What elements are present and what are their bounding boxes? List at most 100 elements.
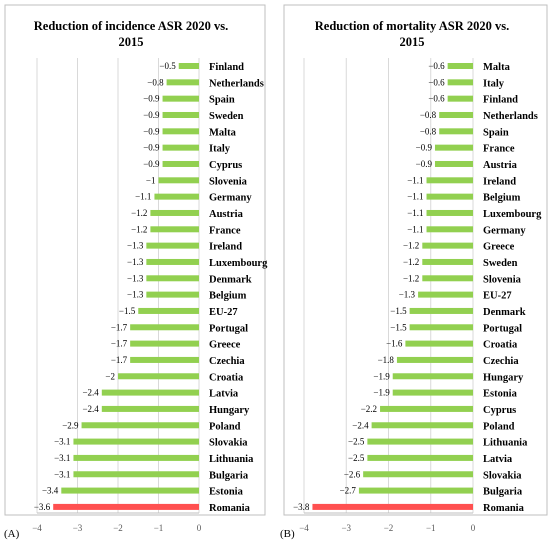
bar-france [434,144,473,151]
bar-hungary [101,405,199,412]
x-tick-label: −4 [299,523,309,533]
data-label: −1.2 [403,241,419,251]
bar-germany [426,226,473,233]
data-label: −1.1 [407,224,423,234]
data-label: −1.5 [390,306,407,316]
category-label: Austria [209,209,244,220]
category-label: Czechia [209,356,245,367]
data-label: −2 [105,371,115,381]
category-label: Romania [209,503,251,514]
data-label: −0.8 [420,110,437,120]
bar-luxembourg [146,258,199,265]
category-label: Slovakia [483,470,522,481]
bar-lithuania [367,438,473,445]
chart-title-line: 2015 [400,35,425,49]
bar-sweden [422,258,473,265]
bar-netherlands [439,111,473,118]
bar-belgium [146,291,199,298]
category-label: Cyprus [209,160,242,171]
data-label: −2.2 [361,404,377,414]
bar-malta [162,128,199,135]
data-label: −1.7 [111,339,128,349]
data-label: −1.1 [407,208,423,218]
bar-czechia [130,356,199,363]
bar-estonia [61,487,199,494]
x-tick-label: −3 [73,523,83,533]
bar-spain [162,95,199,102]
category-label: Luxembourg [483,209,542,220]
data-label: −1.5 [119,306,136,316]
category-label: Italy [483,78,505,89]
category-label: EU-27 [209,307,238,318]
bar-bulgaria [73,471,199,478]
category-label: France [483,144,515,155]
data-label: −2.5 [348,437,365,447]
category-label: Sweden [483,258,518,269]
category-label: Ireland [209,242,242,253]
category-label: Bulgaria [209,470,249,481]
category-label: Bulgaria [483,487,523,498]
category-label: Latvia [483,454,513,465]
category-label: Slovakia [209,438,248,449]
panel-label-a: (A) [4,528,20,540]
data-label: −0.6 [428,61,445,71]
category-label: Spain [209,95,235,106]
data-label: −1.7 [111,322,128,332]
data-label: −2.9 [62,420,79,430]
data-label: −2.4 [352,420,369,430]
category-label: Austria [483,160,518,171]
data-label: −1.3 [127,257,144,267]
data-label: −0.9 [143,143,160,153]
category-label: France [209,225,241,236]
bar-austria [150,209,199,216]
incidence-chart: Reduction of incidence ASR 2020 vs. 2015 −… [4,4,268,533]
category-label: Greece [209,340,241,351]
data-label: −0.8 [147,77,164,87]
bar-finland [178,63,199,69]
data-label: −2.7 [340,486,357,496]
bar-portugal [130,324,199,331]
bar-cyprus [380,405,473,412]
category-label: Netherlands [483,111,538,122]
data-label: −2.6 [344,469,361,479]
bar-lithuania [73,454,199,461]
data-label: −1.2 [403,257,419,267]
bar-czechia [396,356,473,363]
bar-eu-27 [418,291,473,298]
bar-estonia [392,389,473,396]
bar-france [150,226,199,233]
data-label: −1.5 [390,322,407,332]
category-label: Poland [483,421,515,432]
bar-croatia [118,373,199,380]
category-label: Luxembourg [209,258,268,269]
bar-cyprus [162,160,199,167]
bar-portugal [409,324,473,331]
bar-ireland [426,177,473,184]
x-tick-label: −1 [154,523,164,533]
data-label: −0.9 [143,110,160,120]
category-label: Ireland [483,176,516,187]
bar-denmark [146,275,199,282]
data-label: −2.4 [82,404,99,414]
data-label: −1.3 [127,241,144,251]
data-label: −0.9 [416,143,433,153]
data-label: −0.9 [143,126,160,136]
data-label: −1.1 [135,192,151,202]
data-label: −1.3 [127,273,144,283]
bar-hungary [392,373,473,380]
bar-slovakia [73,438,199,445]
category-label: Finland [209,62,244,73]
category-label: Germany [209,193,252,204]
panel-label-b: (B) [280,528,295,540]
category-label: Netherlands [209,78,264,89]
category-label: Romania [483,503,525,514]
chart-frame [4,4,266,516]
x-tick-label: 0 [471,523,476,533]
bar-netherlands [166,79,199,86]
bar-latvia [367,454,473,461]
category-label: Malta [209,127,237,138]
data-label: −0.9 [416,159,433,169]
x-tick-label: −2 [384,523,394,533]
data-label: −1.1 [407,175,423,185]
x-tick-label: −3 [341,523,351,533]
